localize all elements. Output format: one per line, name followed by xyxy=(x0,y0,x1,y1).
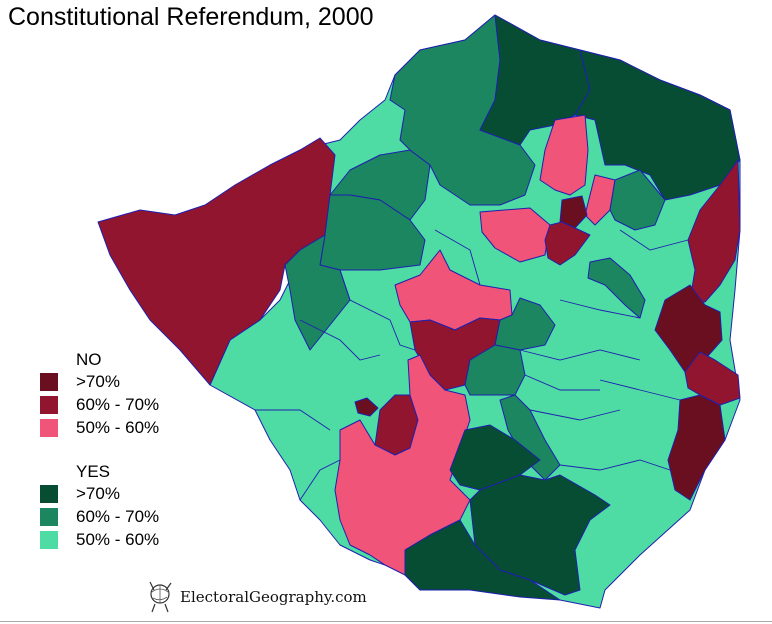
credit-logo: ElectoralGeography.com xyxy=(146,580,367,614)
legend-label: >70% xyxy=(76,484,120,503)
region-no-60-70-east-north xyxy=(687,159,741,303)
region-yes-over-70-southwest xyxy=(404,519,561,601)
legend-swatch-no-60-70 xyxy=(40,396,58,414)
legend-swatch-yes-over-70 xyxy=(40,485,58,503)
legend-swatch-no-50-60 xyxy=(40,419,58,437)
region-no-60-70-east-mid xyxy=(684,351,741,406)
region-no-over-70-chipinge xyxy=(667,394,726,501)
globe-figure-logo-icon xyxy=(149,581,172,613)
region-no-60-70-chitungwiza xyxy=(544,221,591,266)
region-no-50-60-north xyxy=(539,114,589,196)
legend-label: 60% - 70% xyxy=(76,507,160,526)
legend-label: 50% - 60% xyxy=(76,418,160,437)
bottom-divider xyxy=(0,621,772,622)
legend-label: 60% - 70% xyxy=(76,395,160,414)
region-no-over-70-bulawayo xyxy=(354,397,379,417)
region-yes-60-70-west-c xyxy=(284,234,351,351)
region-no-50-60-chegutu xyxy=(479,207,551,263)
region-no-over-70-harare xyxy=(559,195,588,229)
legend-swatch-yes-50-60 xyxy=(40,531,58,549)
legend-yes-heading: YES xyxy=(76,462,111,481)
legend-no-heading: NO xyxy=(76,350,102,369)
region-yes-over-70-north-a xyxy=(479,14,591,146)
legend-swatch-no-over-70 xyxy=(40,373,58,391)
legend-label: 50% - 60% xyxy=(76,530,160,549)
credit-text: ElectoralGeography.com xyxy=(180,588,367,606)
region-no-over-70-mutare xyxy=(654,284,723,373)
legend-label: >70% xyxy=(76,372,120,391)
legend-swatch-yes-60-70 xyxy=(40,508,58,526)
map-title: Constitutional Referendum, 2000 xyxy=(8,3,374,31)
region-yes-60-70-mutoko xyxy=(609,169,666,231)
district-borders xyxy=(255,229,689,501)
